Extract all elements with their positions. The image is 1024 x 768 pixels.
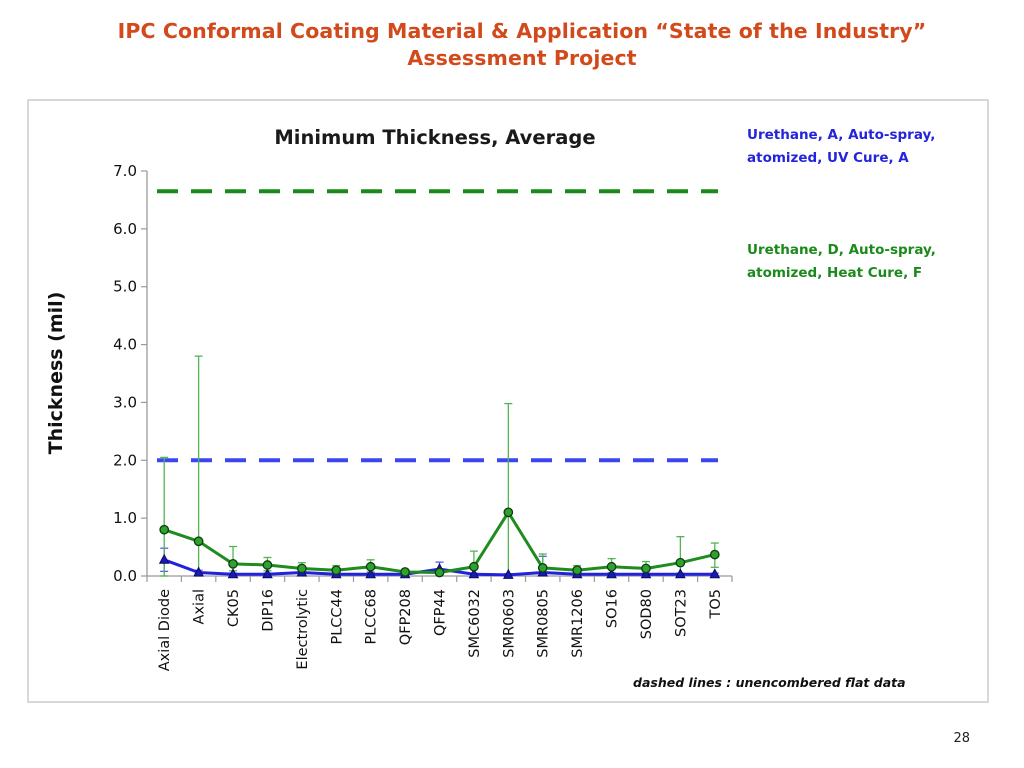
series-1-point bbox=[193, 566, 204, 577]
series-1-point bbox=[262, 568, 273, 579]
x-tick-label: SMR1206 bbox=[570, 589, 586, 658]
series-2-point bbox=[606, 561, 617, 572]
series-1-point bbox=[365, 568, 377, 579]
slide-title-line-1: IPC Conformal Coating Material & Applica… bbox=[117, 19, 927, 43]
series-2-point bbox=[331, 565, 342, 576]
x-tick-label: SOT23 bbox=[673, 589, 689, 637]
x-tick-label: DIP16 bbox=[260, 589, 276, 632]
series-1-point bbox=[606, 568, 617, 579]
plot-area: 0.0 1.0 2.0 3.0 4.0 5.0 6.0 7.0 Axial Diode Axial… bbox=[113, 162, 733, 671]
slide-title: IPC Conformal Coating Material & Applica… bbox=[20, 18, 1024, 72]
series-2-point bbox=[434, 567, 445, 578]
y-axis-label: Thickness (mil) bbox=[45, 292, 67, 455]
series-1-point bbox=[158, 553, 170, 564]
x-tick-label: TO5 bbox=[708, 589, 724, 620]
legend-series-1-line-2: atomized, UV Cure, A bbox=[747, 150, 909, 166]
series-1-point bbox=[227, 568, 239, 579]
x-tick-label: SMC6032 bbox=[467, 589, 483, 658]
series-1-point bbox=[468, 568, 480, 579]
legend-series-2-line-1: Urethane, D, Auto-spray, bbox=[747, 242, 936, 258]
slide-title-line-2: Assessment Project bbox=[407, 46, 637, 70]
series-2-point bbox=[365, 561, 376, 572]
x-tick-label: QFP208 bbox=[398, 589, 414, 645]
legend-series-1-line-1: Urethane, A, Auto-spray, bbox=[747, 127, 935, 143]
series-2-point bbox=[469, 561, 479, 572]
series-2-point bbox=[262, 560, 273, 570]
x-tick-label: QFP44 bbox=[433, 589, 449, 636]
y-tick-label: 6.0 bbox=[113, 220, 137, 238]
x-tick-label: CK05 bbox=[226, 589, 242, 627]
x-tick-label: SOD80 bbox=[639, 589, 655, 639]
x-tick-label: PLCC44 bbox=[329, 589, 345, 645]
x-tick-label: PLCC68 bbox=[364, 589, 380, 645]
series-2-point bbox=[537, 563, 548, 573]
y-tick-label: 3.0 bbox=[113, 393, 137, 411]
thickness-chart: Minimum Thickness, Average Thickness (mi… bbox=[45, 126, 936, 690]
flat-data-note: dashed lines : unencombered flat data bbox=[633, 675, 906, 690]
y-tick-label: 0.0 bbox=[113, 567, 137, 585]
series-1-point bbox=[675, 568, 686, 579]
series-2-point bbox=[709, 549, 720, 560]
page-number: 28 bbox=[953, 731, 970, 746]
x-tick-label: Axial bbox=[192, 589, 208, 624]
series-2-point bbox=[400, 567, 410, 577]
series-1-point bbox=[502, 568, 514, 579]
series-1-point bbox=[640, 568, 652, 579]
y-tick-label: 1.0 bbox=[113, 509, 137, 527]
x-tick-label: SMR0603 bbox=[501, 589, 517, 658]
legend-series-2-line-2: atomized, Heat Cure, F bbox=[747, 265, 922, 281]
series-2-point bbox=[572, 565, 582, 576]
series-2-point bbox=[228, 558, 238, 569]
y-tick-label: 5.0 bbox=[113, 278, 137, 296]
x-tick-label: SO16 bbox=[605, 589, 621, 628]
chart-title: Minimum Thickness, Average bbox=[274, 126, 595, 149]
x-tick-label: SMR0805 bbox=[536, 589, 552, 658]
series-2-point bbox=[503, 507, 514, 518]
series-2-point bbox=[297, 563, 307, 574]
x-tick-label: Electrolytic bbox=[295, 589, 311, 670]
series-2-point bbox=[193, 536, 204, 547]
y-tick-label: 2.0 bbox=[113, 451, 137, 469]
series-2-point bbox=[641, 563, 651, 574]
series-2-point bbox=[159, 524, 170, 535]
y-tick-label: 4.0 bbox=[113, 336, 137, 354]
series-2-point bbox=[675, 557, 686, 568]
x-tick-label: Axial Diode bbox=[157, 589, 173, 671]
series-1-point bbox=[709, 568, 721, 579]
chart-frame: Minimum Thickness, Average Thickness (mi… bbox=[27, 99, 989, 703]
y-tick-label: 7.0 bbox=[113, 162, 137, 180]
